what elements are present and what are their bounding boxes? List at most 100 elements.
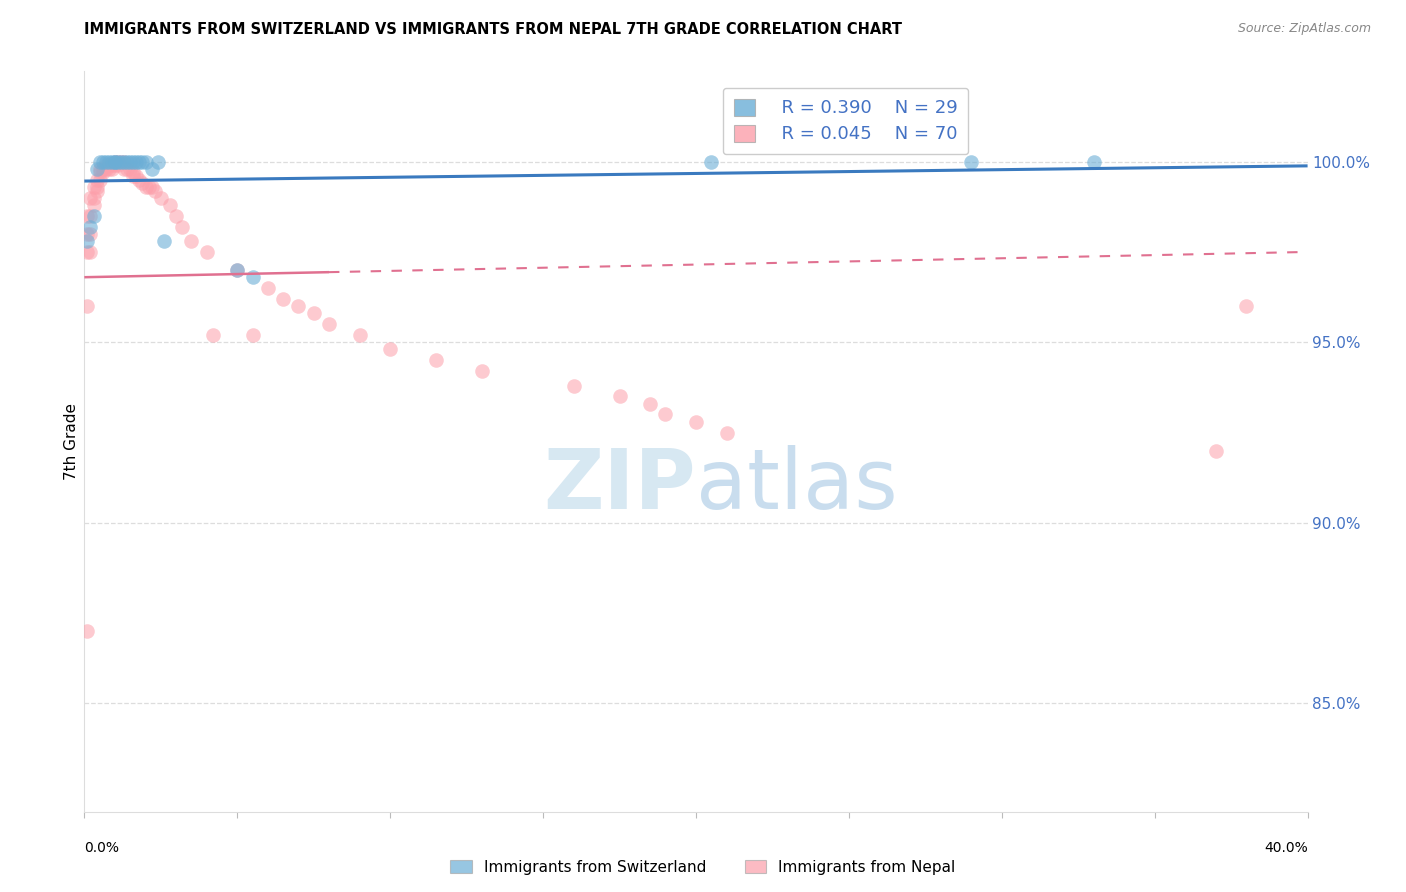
Point (89, 154, 111, 169)
Point (83, 209, 105, 223)
Point (654, 408, 676, 422)
Point (101, 154, 124, 169)
Legend: Immigrants from Switzerland, Immigrants from Nepal: Immigrants from Switzerland, Immigrants … (443, 852, 963, 882)
Y-axis label: 7th Grade: 7th Grade (63, 403, 79, 480)
Point (101, 158, 124, 172)
Point (1205, 443, 1227, 458)
Text: 40.0%: 40.0% (1264, 840, 1308, 855)
Point (195, 244, 218, 259)
Point (125, 169, 148, 183)
Point (104, 154, 127, 169)
Point (226, 263, 249, 277)
Point (97, 161, 120, 176)
Point (141, 161, 163, 176)
Point (79, 191, 101, 205)
Text: IMMIGRANTS FROM SWITZERLAND VS IMMIGRANTS FROM NEPAL 7TH GRADE CORRELATION CHART: IMMIGRANTS FROM SWITZERLAND VS IMMIGRANT… (84, 22, 903, 37)
Point (716, 425, 738, 440)
Point (86, 180, 108, 194)
Point (110, 154, 132, 169)
Point (76, 244, 98, 259)
Point (165, 209, 187, 223)
Point (349, 328, 371, 343)
Point (107, 158, 129, 172)
Point (79, 227, 101, 241)
Point (83, 198, 105, 212)
Point (149, 191, 172, 205)
Point (86, 184, 108, 198)
Point (125, 154, 148, 169)
Point (110, 154, 132, 169)
Point (94, 154, 117, 169)
Point (242, 270, 264, 285)
Point (89, 172, 111, 186)
Point (112, 154, 135, 169)
Point (318, 317, 340, 331)
Point (120, 154, 142, 169)
Point (1083, 154, 1105, 169)
Point (257, 281, 280, 295)
Point (115, 154, 138, 169)
Point (104, 158, 127, 172)
Point (76, 624, 98, 639)
Point (138, 180, 160, 194)
Point (471, 364, 494, 378)
Point (76, 299, 98, 313)
Point (79, 219, 101, 234)
Point (104, 154, 127, 169)
Point (107, 154, 129, 169)
Point (638, 396, 661, 410)
Point (76, 234, 98, 248)
Point (115, 161, 138, 176)
Point (146, 154, 169, 169)
Text: atlas: atlas (696, 445, 897, 526)
Point (94, 161, 117, 176)
Point (91, 161, 114, 176)
Point (1236, 299, 1258, 313)
Point (135, 180, 157, 194)
Point (609, 389, 631, 403)
Point (122, 154, 145, 169)
Point (89, 165, 111, 179)
Point (131, 177, 153, 191)
Point (242, 328, 264, 343)
Point (271, 292, 294, 306)
Legend:   R = 0.390    N = 29,   R = 0.045    N = 70: R = 0.390 N = 29, R = 0.045 N = 70 (723, 87, 969, 154)
Point (120, 161, 142, 176)
Point (128, 172, 150, 186)
Point (76, 227, 98, 241)
Text: Source: ZipAtlas.com: Source: ZipAtlas.com (1237, 22, 1371, 36)
Point (79, 244, 101, 259)
Point (86, 161, 108, 176)
Point (960, 154, 983, 169)
Point (700, 154, 723, 169)
Point (89, 161, 111, 176)
Point (153, 234, 176, 248)
Point (76, 209, 98, 223)
Point (122, 169, 145, 183)
Point (128, 154, 150, 169)
Point (91, 154, 114, 169)
Point (172, 219, 194, 234)
Text: ZIP: ZIP (544, 445, 696, 526)
Text: 0.0%: 0.0% (84, 840, 120, 855)
Point (107, 154, 129, 169)
Point (131, 154, 153, 169)
Point (97, 154, 120, 169)
Point (122, 165, 145, 179)
Point (112, 154, 135, 169)
Point (302, 306, 325, 320)
Point (94, 158, 117, 172)
Point (143, 184, 166, 198)
Point (101, 161, 124, 176)
Point (86, 172, 108, 186)
Point (159, 198, 181, 212)
Point (380, 343, 402, 357)
Point (685, 415, 707, 429)
Point (104, 154, 127, 169)
Point (97, 158, 120, 172)
Point (83, 180, 105, 194)
Point (201, 328, 224, 343)
Point (79, 209, 101, 223)
Point (91, 165, 114, 179)
Point (180, 234, 202, 248)
